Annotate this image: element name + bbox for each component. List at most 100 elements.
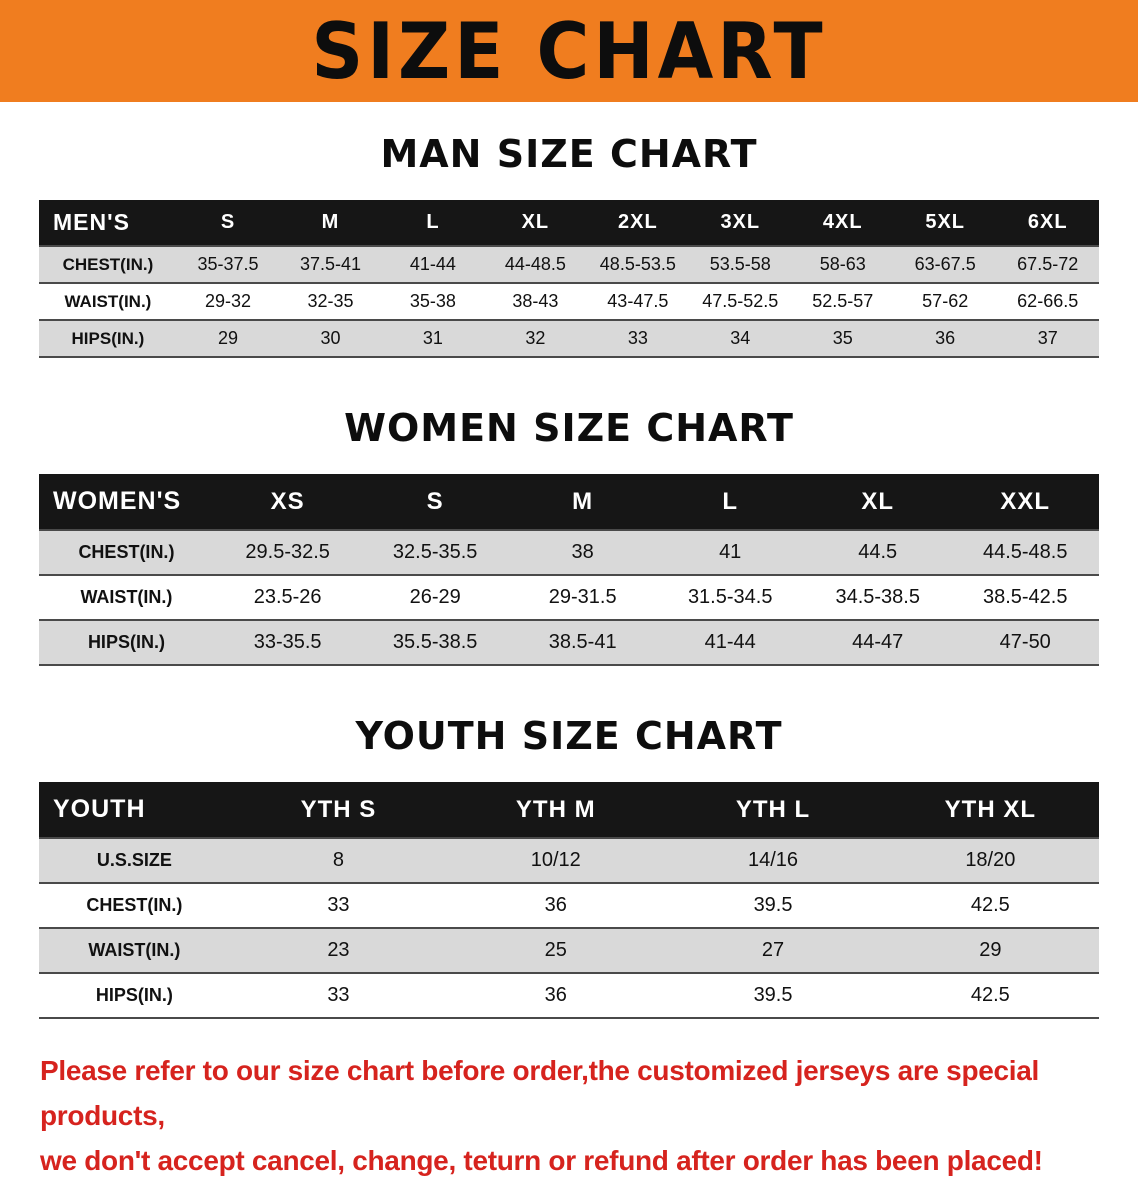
table-cell: 58-63	[819, 254, 866, 274]
women-size-section: WOMEN SIZE CHART WOMEN'S XS S M L XL XXL CHEST(…	[0, 406, 1138, 666]
women-size-table: WOMEN'S XS S M L XL XXL CHEST(IN.) 29.5-32.5 32.5…	[39, 474, 1099, 666]
column-header: L	[381, 200, 485, 246]
table-cell: 32-35	[307, 291, 354, 311]
table-cell: 35-38	[409, 291, 456, 311]
table-cell: 23	[327, 939, 350, 961]
table-cell: 29	[979, 939, 1002, 961]
column-header: 2XL	[586, 200, 690, 246]
table-cell: 29-31.5	[548, 586, 617, 608]
table-cell: 10/12	[530, 849, 581, 871]
table-row: CHEST(IN.) 33 36 39.5 42.5	[39, 883, 1099, 928]
row-label: HIPS(IN.)	[95, 985, 173, 1005]
table-cell: 36	[544, 984, 567, 1006]
column-header: 5XL	[893, 200, 997, 246]
table-cell: 41-44	[704, 631, 756, 653]
table-cell: 42.5	[970, 984, 1010, 1006]
table-cell: 36	[544, 894, 567, 916]
table-cell: 32.5-35.5	[392, 541, 478, 563]
table-cell: 33	[327, 984, 350, 1006]
column-header: XL	[484, 200, 587, 246]
table-row: U.S.SIZE 8 10/12 14/16 18/20	[39, 838, 1099, 883]
table-cell: 53.5-58	[709, 254, 771, 274]
column-header: YTH M	[447, 782, 665, 838]
row-label: HIPS(IN.)	[87, 632, 165, 652]
table-cell: 48.5-53.5	[599, 254, 676, 274]
column-header: L	[656, 474, 804, 530]
table-cell: 31	[422, 328, 443, 348]
header-row: MEN'S S M L XL 2XL 3XL 4XL 5XL 6XL	[39, 200, 1099, 246]
table-cell: 8	[332, 849, 344, 871]
table-cell: 29.5-32.5	[245, 541, 330, 563]
table-corner-label: WOMEN'S	[39, 474, 214, 530]
table-cell: 33-35.5	[253, 631, 322, 653]
size-chart-content: MAN SIZE CHART MEN'S S M L XL 2XL 3XL 4XL 5XL 6XL…	[0, 132, 1138, 1183]
table-cell: 38	[571, 541, 594, 563]
table-cell: 47.5-52.5	[702, 291, 779, 311]
column-header: 4XL	[791, 200, 894, 246]
row-label: WAIST(IN.)	[88, 940, 181, 960]
table-cell: 35-37.5	[197, 254, 259, 274]
banner-title: SIZE CHART	[311, 5, 827, 97]
table-row: CHEST(IN.) 29.5-32.5 32.5-35.5 38 41 44.5 44.5…	[39, 530, 1099, 575]
table-cell: 32	[525, 328, 546, 348]
table-cell: 52.5-57	[812, 291, 874, 311]
row-label: WAIST(IN.)	[80, 587, 173, 607]
table-cell: 38.5-42.5	[982, 586, 1068, 608]
column-header: S	[176, 200, 280, 246]
table-cell: 44.5-48.5	[982, 541, 1068, 563]
table-cell: 39.5	[753, 894, 793, 916]
table-cell: 29	[218, 328, 239, 348]
column-header: YTH XL	[881, 782, 1099, 838]
table-row: WAIST(IN.) 23.5-26 26-29 29-31.5 31.5-34.5 34…	[39, 575, 1099, 620]
youth-section-title: YOUTH SIZE CHART	[355, 714, 783, 758]
youth-size-section: YOUTH SIZE CHART YOUTH YTH S YTH M YTH L YTH…	[0, 714, 1138, 1019]
table-cell: 41-44	[409, 254, 456, 274]
footer-note-line2: we don't accept cancel, change, teturn o…	[40, 1144, 1043, 1176]
table-cell: 47-50	[999, 631, 1051, 653]
column-header: XS	[213, 474, 362, 530]
table-cell: 37	[1037, 328, 1058, 348]
header-row: WOMEN'S XS S M L XL XXL	[39, 474, 1099, 530]
size-chart-banner: SIZE CHART	[0, 0, 1138, 102]
table-cell: 26-29	[409, 586, 461, 608]
row-label: U.S.SIZE	[96, 850, 172, 870]
row-label: HIPS(IN.)	[71, 328, 145, 348]
table-row: HIPS(IN.) 29 30 31 32 33 34 35 36 37	[39, 320, 1099, 357]
table-row: WAIST(IN.) 29-32 32-35 35-38 38-43 43-47.5 47.…	[39, 283, 1099, 320]
table-cell: 41	[719, 541, 742, 563]
table-cell: 36	[935, 328, 956, 348]
column-header: YTH S	[229, 782, 448, 838]
column-header: XXL	[951, 474, 1099, 530]
table-cell: 39.5	[753, 984, 793, 1006]
column-header: XL	[803, 474, 952, 530]
table-corner-label: MEN'S	[39, 200, 177, 246]
column-header: M	[279, 200, 382, 246]
table-cell: 38-43	[512, 291, 559, 311]
youth-size-table: YOUTH YTH S YTH M YTH L YTH XL U.S.SIZE 8 10/12…	[39, 782, 1099, 1019]
table-cell: 35	[832, 328, 853, 348]
table-cell: 34	[730, 328, 751, 348]
table-cell: 62-66.5	[1017, 291, 1079, 311]
row-label: CHEST(IN.)	[86, 895, 183, 915]
table-cell: 25	[544, 939, 567, 961]
column-header: YTH L	[664, 782, 882, 838]
table-row: CHEST(IN.) 35-37.5 37.5-41 41-44 44-48.5 48.5…	[39, 246, 1099, 283]
table-cell: 57-62	[922, 291, 969, 311]
table-cell: 37.5-41	[299, 254, 361, 274]
table-cell: 29-32	[205, 291, 252, 311]
table-cell: 18/20	[965, 849, 1016, 871]
table-row: HIPS(IN.) 33-35.5 35.5-38.5 38.5-41 41-44 44-…	[39, 620, 1099, 665]
column-header: S	[361, 474, 509, 530]
table-cell: 33	[327, 894, 350, 916]
table-row: HIPS(IN.) 33 36 39.5 42.5	[39, 973, 1099, 1018]
table-cell: 43-47.5	[607, 291, 669, 311]
column-header: 3XL	[689, 200, 792, 246]
table-cell: 33	[627, 328, 648, 348]
table-corner-label: YOUTH	[39, 782, 230, 838]
footer-note: Please refer to our size chart before or…	[40, 1049, 1098, 1183]
men-size-table: MEN'S S M L XL 2XL 3XL 4XL 5XL 6XL CHEST(IN.) 35-37…	[39, 200, 1099, 358]
table-cell: 67.5-72	[1017, 254, 1079, 274]
column-header: M	[508, 474, 657, 530]
table-cell: 42.5	[970, 894, 1010, 916]
table-cell: 44-48.5	[504, 254, 566, 274]
